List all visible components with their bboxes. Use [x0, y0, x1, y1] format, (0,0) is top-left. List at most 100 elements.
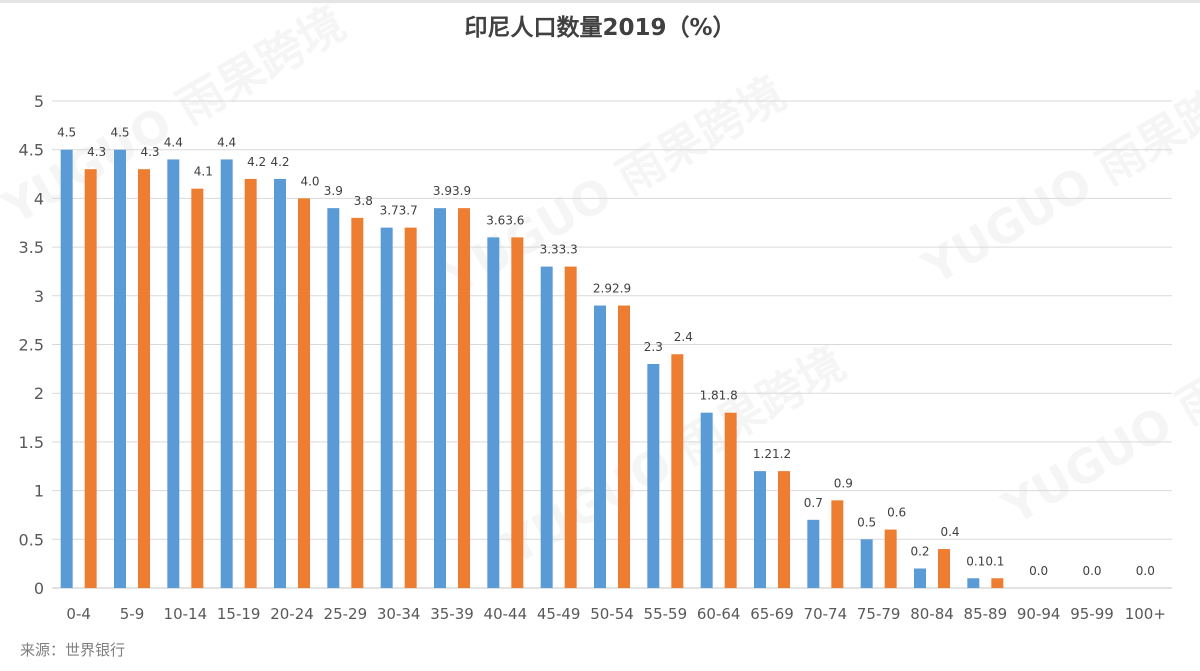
- bar-series-1: [327, 208, 340, 588]
- bars: [60, 149, 1004, 589]
- data-label: 0.4: [940, 525, 959, 539]
- bar-series-2: [831, 500, 844, 588]
- bar-series-2: [778, 471, 790, 588]
- gridlines: [52, 100, 1172, 589]
- data-label: 0.7: [804, 496, 823, 510]
- bar-series-2: [564, 266, 577, 588]
- data-label: 4.5: [110, 126, 129, 140]
- y-tick-label: 1: [34, 482, 44, 501]
- x-tick-label: 10-14: [164, 605, 208, 623]
- data-label: 4.2: [270, 155, 289, 169]
- x-tick-label: 95-99: [1070, 605, 1114, 623]
- bar-series-1: [60, 149, 73, 588]
- data-label: 0.0: [1136, 564, 1155, 578]
- bar-series-1: [807, 519, 820, 588]
- bar-series-1: [754, 471, 766, 588]
- data-label: 0.5: [857, 515, 876, 529]
- data-label: 0.10.1: [966, 554, 1004, 568]
- bar-series-1: [594, 305, 606, 588]
- x-tick-label: 70-74: [804, 605, 848, 623]
- x-tick-label: 55-59: [644, 605, 688, 623]
- data-label: 1.81.8: [700, 389, 738, 403]
- data-label: 3.73.7: [380, 204, 418, 218]
- y-tick-label: 2: [34, 384, 44, 403]
- bar-series-2: [671, 354, 684, 588]
- data-label: 3.93.9: [433, 184, 471, 198]
- y-tick-label: 2.5: [19, 336, 44, 355]
- bar-series-1: [434, 208, 446, 588]
- bar-series-2: [938, 549, 950, 588]
- chart-title: 印尼人口数量2019（%）: [464, 15, 736, 41]
- x-tick-label: 50-54: [590, 605, 634, 623]
- x-tick-label: 45-49: [537, 605, 581, 623]
- bar-series-1: [967, 578, 980, 588]
- bar-series-2: [191, 188, 204, 588]
- bar-series-1: [700, 412, 713, 588]
- x-axis-labels: 0-4 5-9 10-14 15-19 20-24 25-29 30-34 35-39 40-4…: [66, 605, 1166, 623]
- y-tick-label: 3: [34, 287, 44, 306]
- bar-series-2: [884, 529, 897, 588]
- bar-series-1: [380, 227, 393, 588]
- data-label: 4.4: [217, 135, 236, 149]
- data-label: 0.6: [887, 506, 906, 520]
- data-label: 4.2: [247, 155, 266, 169]
- bar-series-2: [511, 237, 524, 589]
- y-tick-label: 0.5: [19, 530, 44, 549]
- x-tick-label: 60-64: [697, 605, 741, 623]
- data-label: 4.3: [87, 145, 106, 159]
- bar-series-1: [167, 159, 180, 588]
- bar-series-1: [274, 178, 286, 589]
- y-tick-label: 3.5: [19, 238, 44, 257]
- data-label: 2.4: [674, 330, 693, 344]
- x-tick-label: 40-44: [484, 605, 528, 623]
- x-tick-label: 0-4: [66, 605, 91, 623]
- x-tick-label: 30-34: [377, 605, 421, 623]
- x-tick-label: 5-9: [120, 605, 145, 623]
- data-label: 0.2: [910, 545, 929, 559]
- bar-series-2: [404, 227, 417, 588]
- y-tick-label: 5: [34, 92, 44, 111]
- x-tick-label: 35-39: [430, 605, 474, 623]
- y-tick-label: 4.5: [19, 141, 44, 160]
- data-label: 4.4: [164, 135, 183, 149]
- y-tick-label: 1.5: [19, 433, 44, 452]
- data-label: 0.0: [1029, 564, 1048, 578]
- data-labels: 4.5 4.3 4.5 4.3 4.4 4.1 4.4 4.2 4.2 4.0 3.9 3.8 3.73…: [57, 126, 1155, 578]
- data-label: 0.0: [1082, 564, 1101, 578]
- bar-series-2: [84, 169, 97, 588]
- x-tick-label: 65-69: [750, 605, 794, 623]
- bar-series-1: [860, 539, 873, 588]
- bar-series-1: [220, 159, 233, 588]
- data-label: 1.21.2: [753, 447, 791, 461]
- x-tick-label: 80-84: [910, 605, 954, 623]
- x-tick-label: 90-94: [1017, 605, 1061, 623]
- bar-series-2: [458, 208, 470, 588]
- data-label: 4.3: [140, 145, 159, 159]
- data-label: 3.33.3: [540, 243, 578, 257]
- bar-series-2: [724, 412, 737, 588]
- y-tick-label: 0: [34, 579, 44, 598]
- data-label: 4.1: [194, 165, 213, 179]
- bar-series-1: [540, 266, 553, 588]
- data-label: 2.92.9: [593, 282, 631, 296]
- data-label: 2.3: [644, 340, 663, 354]
- y-tick-label: 4: [34, 189, 44, 208]
- bar-series-1: [487, 237, 500, 589]
- source-note: 来源：世界银行: [20, 641, 126, 659]
- x-tick-label: 100+: [1125, 605, 1166, 623]
- bar-series-2: [244, 178, 257, 589]
- bar-series-1: [647, 363, 660, 588]
- bar-series-2: [138, 169, 150, 588]
- data-label: 3.8: [354, 194, 373, 208]
- bar-series-2: [351, 217, 364, 588]
- data-label: 0.9: [834, 476, 853, 490]
- y-axis-labels: 0 0.5 1 1.5 2 2.5 3 3.5 4 4.5 5: [19, 92, 44, 598]
- x-tick-label: 20-24: [270, 605, 314, 623]
- data-label: 4.5: [57, 126, 76, 140]
- bar-series-2: [618, 305, 630, 588]
- x-tick-label: 25-29: [324, 605, 368, 623]
- bar-series-1: [114, 149, 126, 588]
- top-border: [0, 0, 1200, 3]
- bar-series-1: [914, 568, 926, 588]
